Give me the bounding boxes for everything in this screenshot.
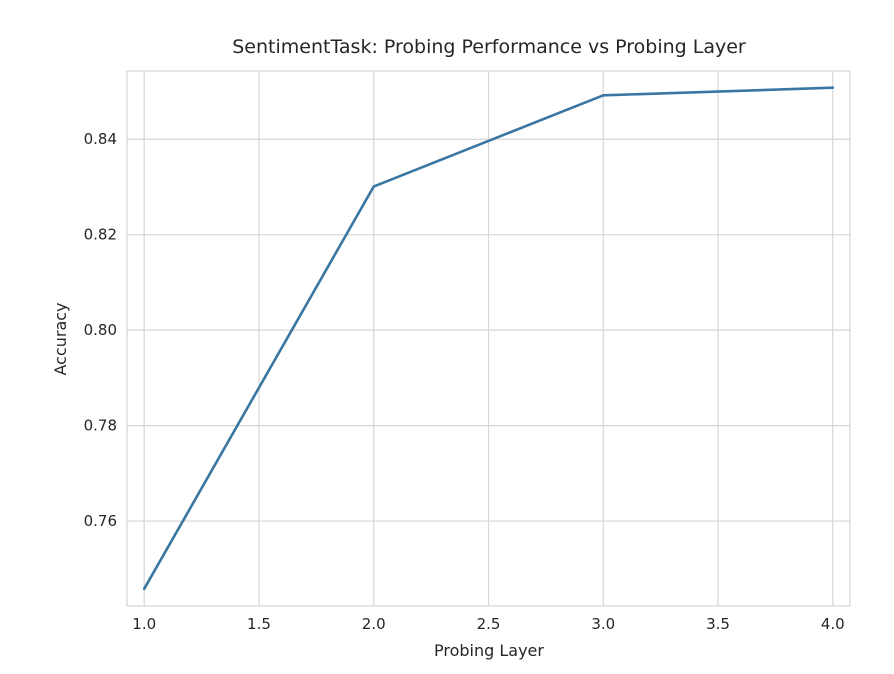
y-tick-label: 0.78 — [84, 417, 117, 435]
y-tick-label: 0.80 — [84, 321, 117, 339]
y-axis-label: Accuracy — [51, 302, 70, 375]
x-tick-label: 1.5 — [247, 615, 271, 633]
y-gridlines — [127, 138, 850, 522]
x-tick-label: 3.5 — [706, 615, 730, 633]
x-tick-label: 4.0 — [821, 615, 845, 633]
series-layer — [142, 86, 835, 591]
x-tick-label: 2.0 — [362, 615, 386, 633]
plot-frame — [126, 70, 851, 607]
y-tick-label: 0.82 — [84, 226, 117, 244]
series-line — [143, 86, 833, 590]
x-tick-label: 2.5 — [477, 615, 501, 633]
x-tick-label: 3.0 — [591, 615, 615, 633]
x-tick-labels: 1.0 1.5 2.0 2.5 3.0 3.5 4.0 — [132, 615, 844, 633]
chart-title: SentimentTask: Probing Performance vs Pr… — [232, 36, 746, 58]
x-axis-label: Probing Layer — [434, 641, 544, 660]
y-tick-label: 0.76 — [84, 512, 117, 530]
data-point — [831, 86, 835, 90]
y-tick-labels: 0.76 0.78 0.80 0.82 0.84 — [84, 130, 117, 530]
x-tick-label: 1.0 — [132, 615, 156, 633]
x-gridlines — [143, 71, 834, 606]
y-tick-label: 0.84 — [84, 130, 117, 148]
data-point — [601, 94, 605, 97]
data-point — [142, 587, 146, 591]
data-point — [372, 185, 376, 188]
